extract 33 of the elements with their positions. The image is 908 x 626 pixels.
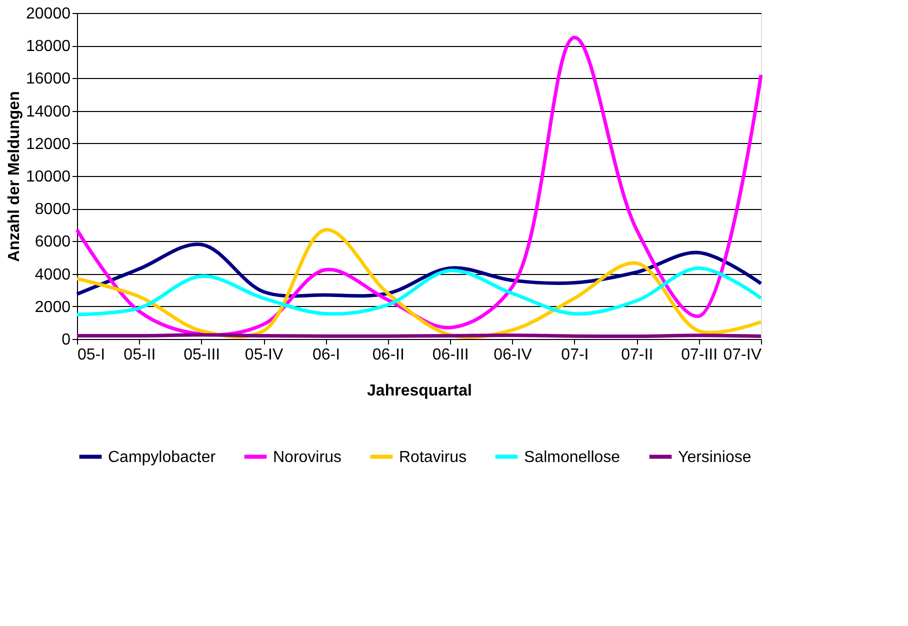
line-series — [75, 36, 763, 336]
x-tick-label: 05-I — [78, 346, 106, 364]
x-axis-title: Jahresquartal — [367, 382, 472, 400]
x-tick-label: 07-III — [681, 346, 718, 364]
legend-label: Norovirus — [273, 448, 342, 466]
y-tick-label: 14000 — [26, 103, 71, 120]
line-series — [75, 266, 763, 316]
line-series — [75, 242, 763, 298]
x-tick-label: 07-II — [621, 346, 654, 364]
y-tick-label: 0 — [62, 332, 71, 348]
x-tick-label: 05-II — [124, 346, 156, 364]
y-tick-label: 2000 — [34, 298, 71, 316]
x-tick-label: 07-IV — [723, 346, 762, 364]
legend-label: Rotavirus — [399, 448, 467, 466]
y-tick-label: 12000 — [26, 136, 71, 153]
x-tick-label: 07-I — [561, 346, 589, 364]
legend-label: Yersiniose — [678, 448, 752, 466]
y-tick-label: 8000 — [34, 201, 71, 218]
y-tick-label: 6000 — [34, 234, 71, 251]
x-tick-label: 05-III — [184, 346, 220, 364]
y-tick-label: 16000 — [26, 70, 71, 88]
x-tick-label: 06-IV — [494, 346, 532, 364]
y-tick-label: 18000 — [26, 38, 71, 56]
x-tick-label: 06-III — [432, 346, 469, 364]
x-tick-label: 05-IV — [244, 346, 284, 364]
legend-label: Campylobacter — [108, 448, 216, 466]
y-tick-label: 10000 — [26, 168, 71, 186]
legend-label: Salmonellose — [524, 448, 620, 466]
y-tick-label: 4000 — [34, 266, 71, 284]
y-axis-title: Anzahl der Meldungen — [6, 91, 24, 262]
x-tick-label: 06-I — [312, 346, 340, 364]
x-tick-label: 06-II — [372, 346, 404, 364]
y-tick-label: 20000 — [26, 6, 71, 22]
